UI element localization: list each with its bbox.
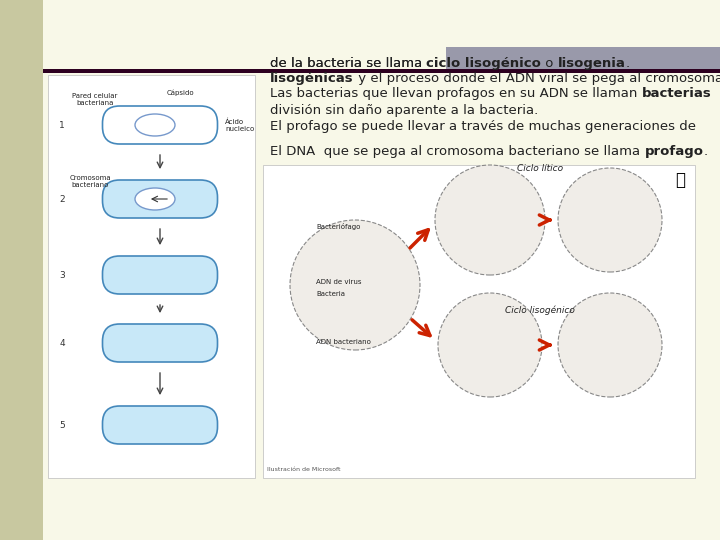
FancyBboxPatch shape [102, 324, 217, 362]
Circle shape [435, 165, 545, 275]
Text: Ciclo lisogénico: Ciclo lisogénico [505, 306, 575, 315]
Text: .: . [626, 57, 630, 70]
Text: 🦠: 🦠 [675, 171, 685, 189]
Text: Ilustración de Microsoft: Ilustración de Microsoft [267, 467, 341, 472]
Ellipse shape [135, 188, 175, 210]
Circle shape [290, 220, 420, 350]
Text: Ácido
nucleico: Ácido nucleico [225, 118, 254, 132]
Ellipse shape [135, 114, 175, 136]
FancyBboxPatch shape [102, 106, 217, 144]
Text: Bacteriófago: Bacteriófago [316, 223, 361, 230]
FancyBboxPatch shape [102, 256, 217, 294]
Circle shape [558, 168, 662, 272]
Text: .: . [703, 145, 708, 158]
Bar [48, 75, 255, 478]
Text: Las bacterias que llevan profagos en su ADN se llaman: Las bacterias que llevan profagos en su … [270, 87, 642, 100]
Text: ciclo lisogénico: ciclo lisogénico [426, 57, 541, 70]
Text: lisogénicas: lisogénicas [270, 72, 354, 85]
Text: y el proceso donde el ADN viral se pega al cromosoma: y el proceso donde el ADN viral se pega … [354, 72, 720, 85]
Text: ADN de virus: ADN de virus [316, 279, 361, 285]
Text: lisogenia: lisogenia [558, 57, 626, 70]
Text: profago: profago [644, 145, 703, 158]
Text: 1: 1 [59, 120, 65, 130]
Bar [43, 69, 720, 73]
FancyBboxPatch shape [102, 406, 217, 444]
Text: 2: 2 [59, 194, 65, 204]
Text: 3: 3 [59, 271, 65, 280]
Text: de la bacteria se llama: de la bacteria se llama [270, 57, 426, 70]
Text: 4: 4 [59, 339, 65, 348]
Circle shape [438, 293, 542, 397]
Text: Pared celular
bacteriana: Pared celular bacteriana [72, 93, 117, 106]
Text: o: o [541, 57, 558, 70]
Bar [0, 0, 43, 540]
Text: 5: 5 [59, 421, 65, 429]
Bar [263, 165, 695, 478]
Text: de la bacteria se llama: de la bacteria se llama [270, 57, 426, 70]
Text: El profago se puede llevar a través de muchas generaciones de: El profago se puede llevar a través de m… [270, 120, 696, 133]
Text: ADN bacteriano: ADN bacteriano [316, 339, 371, 345]
Text: Cromosoma
bacteriano: Cromosoma bacteriano [69, 175, 111, 188]
Text: bacterias: bacterias [642, 87, 711, 100]
Text: división sin daño aparente a la bacteria.: división sin daño aparente a la bacteria… [270, 104, 539, 117]
FancyBboxPatch shape [102, 180, 217, 218]
Text: Bacteria: Bacteria [316, 291, 345, 297]
Circle shape [558, 293, 662, 397]
Bar [446, 47, 720, 69]
Text: Ciclo lítico: Ciclo lítico [517, 164, 563, 173]
Text: Cápsido: Cápsido [166, 90, 194, 97]
Text: El DNA  que se pega al cromosoma bacteriano se llama: El DNA que se pega al cromosoma bacteria… [270, 145, 644, 158]
